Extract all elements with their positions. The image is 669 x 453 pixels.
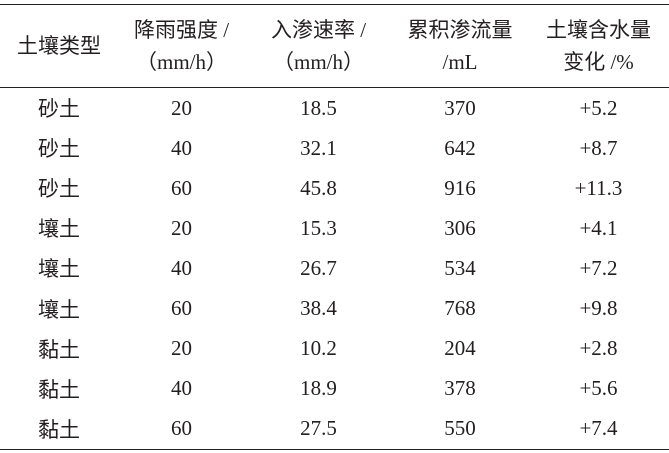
table-cell: +5.2 [579, 95, 618, 120]
table-row: 壤土 40 26.7 534 +7.2 [0, 248, 669, 288]
table-cell: 60 [171, 416, 192, 441]
table-row: 黏土 60 27.5 550 +7.4 [0, 409, 669, 450]
table-row: 黏土 40 18.9 378 +5.6 [0, 369, 669, 409]
table-cell: 32.1 [300, 135, 337, 160]
table-cell: 20 [171, 95, 192, 120]
table-cell: 550 [444, 416, 476, 441]
table-cell: +7.2 [579, 255, 618, 280]
table-cell: 378 [444, 376, 476, 401]
table-cell: 40 [171, 255, 192, 280]
header-row: 土壤类型 降雨强度 / （mm/h） 入渗速率 / （mm/h） 累积渗流量/mL 土壤含水… [0, 4, 669, 88]
table-cell: +2.8 [579, 336, 618, 361]
table-cell: 26.7 [300, 255, 337, 280]
table-cell: 370 [444, 95, 476, 120]
header-text: 累积渗流量 [407, 18, 513, 42]
table-cell: 40 [171, 135, 192, 160]
header-cell: 累积渗流量/mL [392, 4, 528, 88]
table-cell: 15.3 [300, 215, 337, 240]
table-row: 黏土 20 10.2 204 +2.8 [0, 329, 669, 369]
table-cell: +8.7 [579, 135, 618, 160]
header-text: 变化 /% [563, 50, 634, 74]
table-cell: 20 [171, 215, 192, 240]
table-cell: 40 [171, 376, 192, 401]
table-row: 砂土 20 18.5 370 +5.2 [0, 88, 669, 129]
table-cell: 916 [444, 175, 476, 200]
table-cell: +11.3 [574, 175, 623, 200]
table-cell: 60 [171, 296, 192, 321]
table-cell: +4.1 [579, 215, 618, 240]
header-text: （mm/h） [272, 50, 364, 74]
table-cell: 砂土 [38, 137, 80, 162]
header-cell: 降雨强度 / （mm/h） [118, 4, 245, 88]
table-cell: 壤土 [38, 257, 80, 282]
table-cell: +7.4 [579, 416, 618, 441]
table-cell: 砂土 [38, 97, 80, 122]
table-cell: 642 [444, 135, 476, 160]
table-row: 砂土 40 32.1 642 +8.7 [0, 128, 669, 168]
table-cell: 18.5 [300, 95, 337, 120]
header-text: /mL [442, 50, 478, 74]
table-row: 砂土 60 45.8 916 +11.3 [0, 168, 669, 208]
table-cell: 18.9 [300, 376, 337, 401]
table-cell: 534 [444, 255, 476, 280]
table-header: 土壤类型 降雨强度 / （mm/h） 入渗速率 / （mm/h） 累积渗流量/mL 土壤含水… [0, 4, 669, 88]
table-row: 壤土 60 38.4 768 +9.8 [0, 288, 669, 328]
table-body: 砂土 20 18.5 370 +5.2 砂土 40 32.1 642 +8.7 砂土 60 45.8 91… [0, 88, 669, 450]
table-cell: 768 [444, 296, 476, 321]
header-text: 土壤类型 [17, 34, 101, 58]
table-cell: 60 [171, 175, 192, 200]
header-cell: 土壤类型 [0, 4, 118, 88]
table-cell: 38.4 [300, 296, 337, 321]
header-text: 降雨强度 / [133, 18, 230, 42]
table-cell: +9.8 [579, 296, 618, 321]
header-cell: 入渗速率 / （mm/h） [245, 4, 392, 88]
table-cell: 45.8 [300, 175, 337, 200]
data-table: 土壤类型 降雨强度 / （mm/h） 入渗速率 / （mm/h） 累积渗流量/mL 土壤含水… [0, 4, 669, 450]
table-cell: 黏土 [38, 377, 80, 402]
header-text: 土壤含水量 [546, 18, 651, 42]
table-cell: 306 [444, 215, 476, 240]
table-cell: 黏土 [38, 417, 80, 442]
table-cell: 壤土 [38, 297, 80, 322]
table-cell: 10.2 [300, 336, 337, 361]
table-cell: 27.5 [300, 416, 337, 441]
table-cell: 壤土 [38, 217, 80, 242]
table-row: 壤土 20 15.3 306 +4.1 [0, 208, 669, 248]
table-cell: +5.6 [579, 376, 618, 401]
header-text: 入渗速率 / [270, 18, 367, 42]
table-cell: 黏土 [38, 337, 80, 362]
table-cell: 20 [171, 336, 192, 361]
table-cell: 204 [444, 336, 476, 361]
header-text: （mm/h） [135, 50, 227, 74]
header-cell: 土壤含水量变化 /% [528, 4, 669, 88]
table-cell: 砂土 [38, 177, 80, 202]
